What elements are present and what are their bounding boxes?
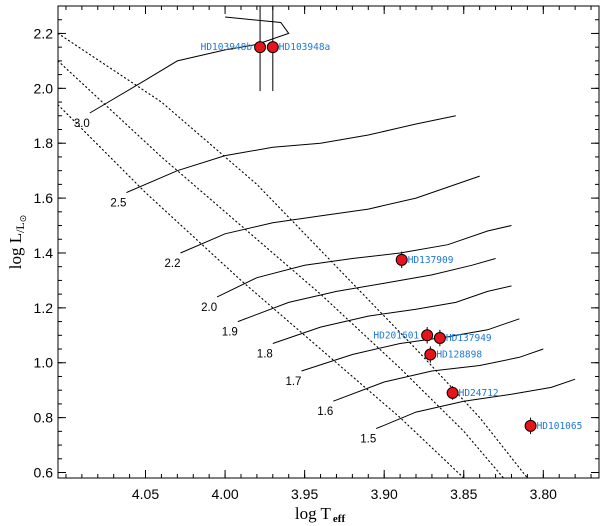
star-point	[433, 332, 446, 345]
plot-frame	[57, 5, 600, 479]
star-label: HD128898	[436, 350, 482, 361]
star-layer: HD103948b HD103948a HD137909 HD201601 HD1379…	[201, 6, 583, 435]
star-label: HD137909	[408, 255, 454, 266]
evolution-track-1.8	[272, 285, 512, 344]
star-label: HD201601	[373, 330, 419, 341]
x-axis-title-subscript: eff	[333, 513, 346, 525]
y-tick-label: 1.6	[34, 190, 54, 206]
star-point	[524, 419, 537, 432]
star-point	[446, 386, 459, 399]
svg-text:log L/L⊙: log L/L⊙	[6, 215, 28, 270]
star-point	[421, 329, 434, 342]
x-tick-label: 3.80	[530, 486, 557, 502]
mass-label: 1.5	[360, 434, 376, 446]
star-point	[254, 41, 267, 54]
mass-label: 1.6	[317, 406, 333, 418]
mass-label: 2.0	[201, 302, 217, 314]
star-point	[266, 41, 279, 54]
x-tick-label: 4.00	[211, 486, 238, 502]
x-tick-label: 4.05	[132, 486, 159, 502]
evolution-track-1.9	[237, 258, 496, 323]
mass-label: 1.9	[222, 327, 238, 339]
y-axis-title-main: log L	[6, 233, 25, 269]
y-tick-label: 2.2	[34, 25, 54, 41]
isochrone-layer	[58, 32, 528, 478]
star-label: HD137949	[446, 333, 492, 344]
x-tick-label: 3.90	[371, 486, 398, 502]
isochrone-line	[58, 32, 528, 478]
evolution-track-1.6	[333, 348, 544, 402]
mass-label: 1.7	[285, 376, 301, 388]
axis-layer: 4.05 4.00 3.95 3.90 3.85 3.80 0.6 0.8 1.0 1.2 1.4 1…	[34, 5, 599, 502]
evolution-track-1.5	[376, 378, 576, 430]
star-label: HD103948b	[201, 42, 253, 53]
evolution-track-2.0	[216, 225, 512, 298]
x-tick-label: 3.95	[291, 486, 318, 502]
x-tick-label: 3.85	[450, 486, 477, 502]
y-tick-label: 1.4	[34, 245, 54, 261]
evolution-track-2.2	[180, 175, 480, 254]
star-label: HD101065	[537, 421, 583, 432]
isochrone-line	[58, 104, 465, 478]
mass-label: 2.2	[165, 258, 181, 270]
y-tick-label: 1.0	[34, 355, 54, 371]
y-axis-sun-symbol: ⊙	[18, 215, 28, 223]
y-tick-label: 0.6	[34, 465, 54, 481]
mass-label-layer: 3.0 2.5 2.2 2.0 1.9 1.8 1.7 1.6 1.5	[74, 118, 376, 446]
x-axis-title-main: log T	[295, 504, 332, 523]
y-tick-label: 1.2	[34, 300, 54, 316]
y-axis-title-subscript: /L	[13, 222, 27, 233]
star-point	[395, 253, 408, 266]
mass-label: 3.0	[74, 118, 90, 130]
y-axis-title: log L/L⊙	[6, 215, 28, 270]
star-label: HD24712	[459, 388, 499, 399]
evolution-track-3.0	[89, 16, 290, 114]
star-point	[424, 348, 437, 361]
star-label: HD103948a	[279, 42, 330, 53]
y-tick-label: 0.8	[34, 410, 54, 426]
track-layer	[89, 16, 576, 430]
mass-label: 1.8	[257, 349, 273, 361]
y-tick-label: 2.0	[34, 80, 54, 96]
mass-label: 2.5	[110, 198, 126, 210]
evolution-track-2.5	[126, 115, 456, 194]
y-tick-label: 1.8	[34, 135, 54, 151]
